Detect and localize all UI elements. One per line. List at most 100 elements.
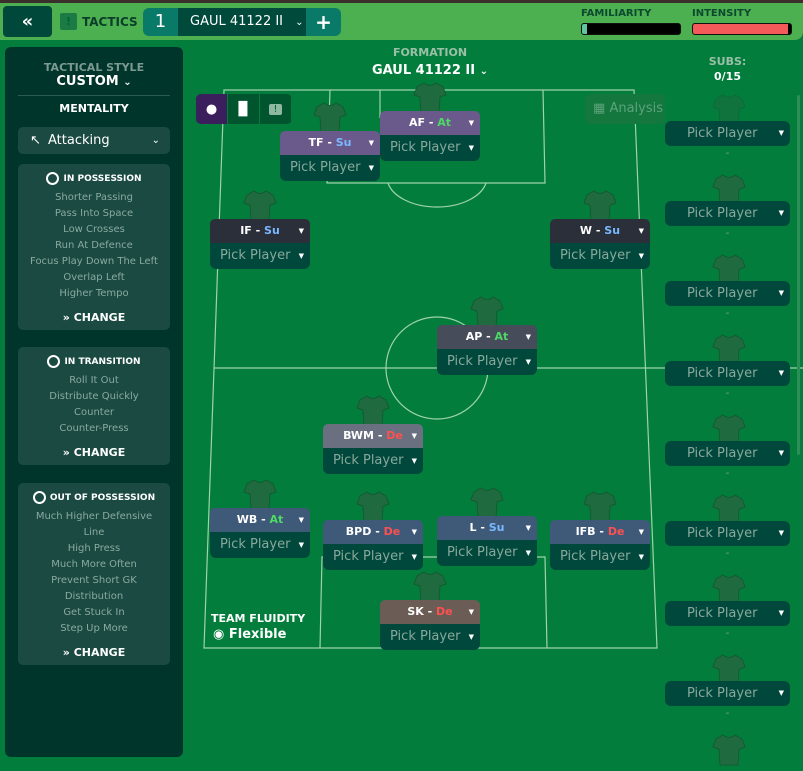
pick-player-dropdown[interactable]: Pick Player ▼ bbox=[550, 544, 650, 570]
pick-player-dropdown[interactable]: Pick Player ▼ bbox=[665, 601, 790, 626]
chevron-down-icon: ⌄ bbox=[151, 135, 160, 146]
tactical-style-title: TACTICAL STYLE bbox=[43, 61, 145, 74]
mentality-arrow-icon: ↖ bbox=[30, 133, 41, 148]
dropdown-arrow-icon: ▼ bbox=[778, 289, 784, 297]
tactic-slot-number[interactable]: 1 bbox=[154, 11, 167, 32]
dropdown-arrow-icon: ▼ bbox=[298, 516, 304, 524]
role-selector[interactable]: BPD - De ▼ bbox=[323, 520, 423, 544]
pick-player-dropdown[interactable]: Pick Player ▼ bbox=[665, 361, 790, 386]
tactic-selector[interactable]: GAUL 41122 II ⌄ bbox=[178, 8, 306, 36]
subs-title: SUBS: bbox=[708, 55, 747, 68]
role-selector[interactable]: IFB - De ▼ bbox=[550, 520, 650, 544]
position-card-sk: SK - De ▼ Pick Player ▼ bbox=[380, 600, 480, 650]
player-name: Pick Player bbox=[687, 606, 758, 621]
section-title: OUT OF POSSESSION bbox=[49, 492, 156, 503]
dropdown-arrow-icon: ▼ bbox=[525, 549, 531, 557]
dropdown-arrow-icon: ▼ bbox=[778, 369, 784, 377]
add-tactic-button[interactable]: + bbox=[315, 10, 332, 34]
pick-player-dropdown[interactable]: Pick Player ▼ bbox=[323, 544, 423, 570]
tactics-view-button[interactable]: ! bbox=[260, 94, 292, 124]
mentality-value: Attacking bbox=[48, 133, 110, 148]
player-name: Pick Player bbox=[390, 140, 461, 155]
role-name: W bbox=[579, 224, 593, 237]
position-card-tf: TF - Su ▼ Pick Player ▼ bbox=[280, 131, 380, 181]
back-button[interactable]: « bbox=[3, 6, 52, 37]
formation-selector[interactable]: GAUL 41122 II ⌄ bbox=[330, 63, 530, 78]
pick-player-dropdown[interactable]: Pick Player ▼ bbox=[437, 540, 537, 566]
shirt-icon bbox=[712, 493, 746, 527]
role-selector[interactable]: BWM - De ▼ bbox=[323, 424, 423, 448]
role-selector[interactable]: IF - Su ▼ bbox=[210, 219, 310, 243]
pick-player-dropdown[interactable]: Pick Player ▼ bbox=[280, 155, 380, 181]
dropdown-arrow-icon: ▼ bbox=[368, 164, 374, 172]
instruction-item: Counter-Press bbox=[59, 423, 129, 434]
role-selector[interactable]: WB - At ▼ bbox=[210, 508, 310, 532]
pick-player-dropdown[interactable]: Pick Player ▼ bbox=[210, 243, 310, 269]
pick-player-dropdown[interactable]: Pick Player ▼ bbox=[665, 281, 790, 306]
pick-player-dropdown[interactable]: Pick Player ▼ bbox=[665, 521, 790, 546]
dropdown-arrow-icon: ▼ bbox=[298, 541, 304, 549]
dropdown-arrow-icon: ▼ bbox=[468, 119, 474, 127]
sub-slot: Pick Player ▼ - bbox=[665, 121, 790, 159]
pick-player-dropdown[interactable]: Pick Player ▼ bbox=[437, 349, 537, 375]
role-name: L bbox=[469, 521, 477, 534]
dropdown-arrow-icon: ▼ bbox=[778, 529, 784, 537]
pick-player-dropdown[interactable]: Pick Player ▼ bbox=[665, 681, 790, 706]
pick-player-dropdown[interactable]: Pick Player ▼ bbox=[550, 243, 650, 269]
pick-player-dropdown[interactable]: Pick Player ▼ bbox=[323, 448, 423, 474]
duty-name: At bbox=[494, 330, 509, 343]
pick-player-dropdown[interactable]: Pick Player ▼ bbox=[210, 532, 310, 558]
instruction-item: Get Stuck In bbox=[63, 607, 125, 618]
role-selector[interactable]: L - Su ▼ bbox=[437, 516, 537, 540]
role-selector[interactable]: SK - De ▼ bbox=[380, 600, 480, 624]
section-title: IN TRANSITION bbox=[64, 356, 141, 367]
dropdown-arrow-icon: ▼ bbox=[368, 139, 374, 147]
instruction-item: High Press bbox=[67, 543, 121, 554]
analysis-button[interactable]: ▦ Analysis bbox=[585, 94, 665, 124]
player-view-button[interactable]: ● bbox=[196, 94, 228, 124]
position-card-bpd: BPD - De ▼ Pick Player ▼ bbox=[323, 520, 423, 570]
ball-icon bbox=[46, 172, 60, 185]
mentality-selector[interactable]: ↖ Attacking ⌄ bbox=[18, 127, 170, 154]
dropdown-arrow-icon: ▼ bbox=[638, 553, 644, 561]
role-selector[interactable]: AP - At ▼ bbox=[437, 325, 537, 349]
role-name: IFB bbox=[575, 525, 596, 538]
person-icon: ● bbox=[205, 101, 218, 117]
pick-player-dropdown[interactable]: Pick Player ▼ bbox=[665, 441, 790, 466]
position-card-ap: AP - At ▼ Pick Player ▼ bbox=[437, 325, 537, 375]
change-button[interactable]: » CHANGE bbox=[62, 446, 126, 459]
role-selector[interactable]: AF - At ▼ bbox=[380, 111, 480, 135]
stats-view-button[interactable]: ▉ bbox=[228, 94, 260, 124]
player-name: Pick Player bbox=[390, 629, 461, 644]
pick-player-dropdown[interactable]: Pick Player ▼ bbox=[665, 121, 790, 146]
position-card-if: IF - Su ▼ Pick Player ▼ bbox=[210, 219, 310, 269]
duty-name: De bbox=[607, 525, 625, 538]
intensity-bar[interactable] bbox=[692, 23, 792, 35]
dropdown-arrow-icon: ▼ bbox=[298, 252, 304, 260]
subs-scrollbar[interactable] bbox=[797, 95, 800, 455]
change-button[interactable]: » CHANGE bbox=[62, 311, 126, 324]
team-fluidity-value[interactable]: ◉ Flexible bbox=[213, 627, 286, 642]
pick-player-dropdown[interactable]: Pick Player ▼ bbox=[380, 624, 480, 650]
instruction-item: Run At Defence bbox=[55, 240, 133, 251]
intensity-label: INTENSITY bbox=[692, 8, 752, 19]
familiarity-fill bbox=[582, 24, 587, 34]
player-name: Pick Player bbox=[333, 549, 404, 564]
role-name: TF bbox=[308, 136, 324, 149]
pick-player-dropdown[interactable]: Pick Player ▼ bbox=[380, 135, 480, 161]
tactical-style-value: CUSTOM bbox=[56, 74, 119, 89]
intensity-fill bbox=[693, 24, 789, 34]
instruction-item: Shorter Passing bbox=[55, 192, 133, 203]
dropdown-arrow-icon: ▼ bbox=[525, 333, 531, 341]
change-label: CHANGE bbox=[73, 311, 126, 324]
tactical-style-selector[interactable]: CUSTOM ⌄ bbox=[5, 74, 183, 89]
change-button[interactable]: » CHANGE bbox=[62, 646, 126, 659]
dropdown-arrow-icon: ▼ bbox=[778, 609, 784, 617]
familiarity-bar[interactable] bbox=[581, 23, 681, 35]
duty-name: De bbox=[386, 429, 403, 442]
player-name: Pick Player bbox=[687, 286, 758, 301]
role-selector[interactable]: TF - Su ▼ bbox=[280, 131, 380, 155]
pick-player-dropdown[interactable]: Pick Player ▼ bbox=[665, 201, 790, 226]
instruction-item: Much Higher Defensive bbox=[35, 511, 153, 522]
role-selector[interactable]: W - Su ▼ bbox=[550, 219, 650, 243]
